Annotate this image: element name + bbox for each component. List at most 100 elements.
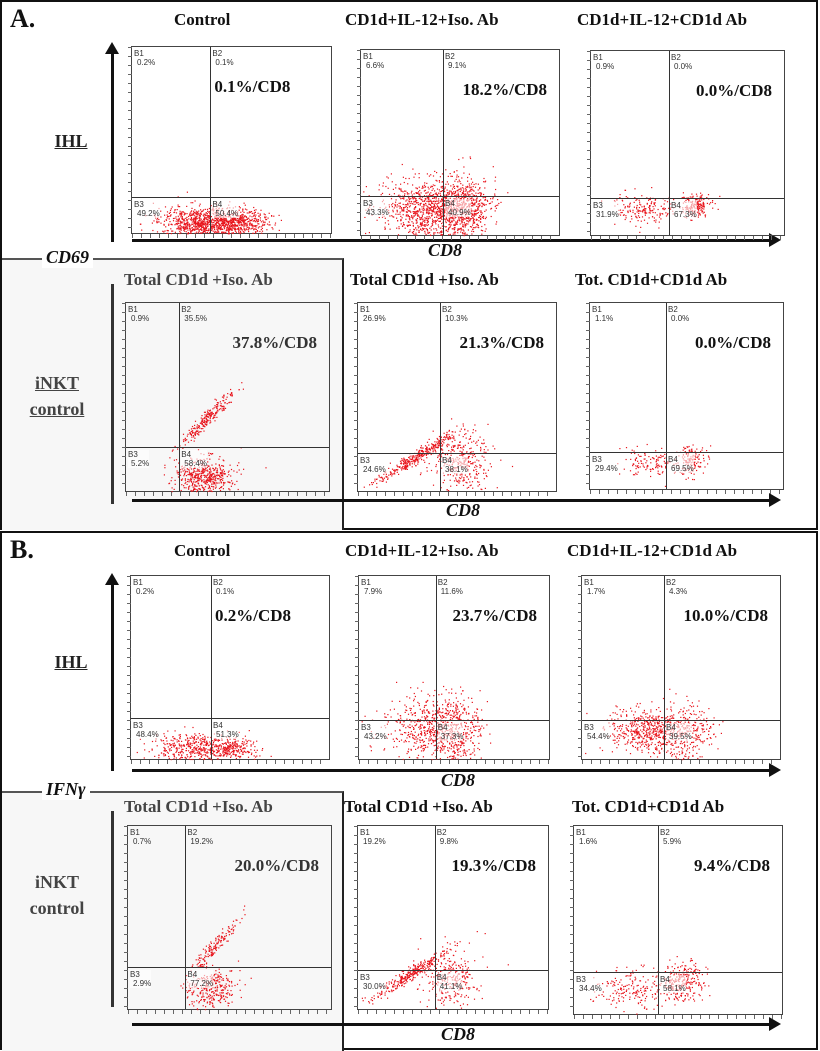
y-axis-ticks	[354, 303, 358, 491]
quadrant-name: B3	[360, 456, 370, 465]
x-axis-ticks	[359, 760, 549, 764]
quadrant-name: B4	[445, 199, 455, 208]
quadrant-gate-horizontal	[358, 970, 548, 971]
quadrant-name: B2	[213, 578, 223, 587]
quadrant-percent: 0.0%	[671, 62, 692, 71]
quadrant-gate-horizontal	[358, 453, 556, 454]
quadrant-name: B2	[181, 305, 191, 314]
quadrant-percent: 41.1%	[437, 982, 463, 991]
quadrant-name: B1	[360, 305, 370, 314]
y-axis-ticks	[357, 50, 361, 235]
quadrant-gate-vertical	[666, 303, 667, 489]
row-label-line1: iNKT	[35, 373, 79, 393]
quadrant-gate-vertical	[435, 826, 436, 1009]
x-axis-ticks	[126, 492, 329, 496]
column-title: Total CD1d +Iso. Ab	[124, 270, 273, 290]
quadrant-percent: 4.3%	[666, 587, 687, 596]
quadrant-gate-horizontal	[359, 720, 549, 721]
y-axis-ticks	[355, 576, 359, 759]
cd8-summary-percent: 0.0%/CD8	[696, 81, 772, 101]
quadrant-gate-vertical	[210, 47, 211, 233]
y-axis	[111, 577, 114, 771]
quadrant-name: B2	[187, 828, 197, 837]
y-axis-ticks	[354, 826, 358, 1009]
quadrant-percent: 40.9%	[445, 208, 471, 217]
row-label-inkt: iNKT control	[12, 869, 102, 921]
x-axis-ticks	[582, 760, 780, 764]
column-title: CD1d+IL-12+CD1d Ab	[567, 541, 737, 561]
quadrant-name: B1	[363, 52, 373, 61]
quadrant-gate-vertical	[211, 576, 212, 759]
x-axis-ticks	[128, 1010, 331, 1014]
quadrant-name: B4	[671, 201, 681, 210]
cd8-summary-percent: 20.0%/CD8	[234, 856, 319, 876]
quadrant-name: B2	[437, 828, 447, 837]
quadrant-percent: 26.9%	[360, 314, 386, 323]
column-title: Tot. CD1d+CD1d Ab	[575, 270, 727, 290]
panel-letter: B.	[10, 535, 34, 565]
row-label-ihl: IHL	[36, 649, 106, 675]
arrow-right-icon	[769, 493, 781, 507]
quadrant-gate-vertical	[669, 51, 670, 235]
column-title: Control	[174, 10, 230, 30]
quadrant-gate-vertical	[179, 303, 180, 491]
cd8-summary-percent: 18.2%/CD8	[462, 80, 547, 100]
row-label-line2: control	[30, 399, 85, 419]
quadrant-gate-vertical	[443, 50, 444, 235]
quadrant-percent: 51.3%	[213, 730, 239, 739]
cd8-summary-percent: 10.0%/CD8	[683, 606, 768, 626]
column-title: Total CD1d +Iso. Ab	[344, 797, 493, 817]
quadrant-percent: 67.3%	[671, 210, 697, 219]
quadrant-name: B3	[130, 970, 140, 979]
cd8-summary-percent: 21.3%/CD8	[459, 333, 544, 353]
quadrant-name: B2	[445, 52, 455, 61]
quadrant-name: B3	[363, 199, 373, 208]
y-axis	[111, 46, 114, 242]
y-axis-ticks	[122, 303, 126, 491]
quadrant-name: B3	[134, 200, 144, 209]
cd8-summary-percent: 9.4%/CD8	[694, 856, 770, 876]
quadrant-gate-horizontal	[574, 972, 782, 973]
quadrant-percent: 34.4%	[576, 984, 602, 993]
quadrant-percent: 6.6%	[363, 61, 384, 70]
cd8-summary-percent: 19.3%/CD8	[451, 856, 536, 876]
quadrant-name: B3	[592, 455, 602, 464]
quadrant-name: B1	[130, 828, 140, 837]
quadrant-name: B2	[660, 828, 670, 837]
quadrant-name: B1	[584, 578, 594, 587]
quadrant-name: B2	[212, 49, 222, 58]
quadrant-gate-horizontal	[582, 720, 780, 721]
quadrant-gate-vertical	[436, 576, 437, 759]
quadrant-name: B2	[666, 578, 676, 587]
quadrant-percent: 31.9%	[593, 210, 619, 219]
quadrant-gate-vertical	[658, 826, 659, 1014]
quadrant-name: B1	[134, 49, 144, 58]
quadrant-name: B1	[128, 305, 138, 314]
quadrant-name: B2	[442, 305, 452, 314]
y-axis-label: IFNγ	[42, 779, 90, 800]
quadrant-name: B1	[593, 53, 603, 62]
quadrant-percent: 24.6%	[360, 465, 386, 474]
column-title: Control	[174, 541, 230, 561]
x-axis-ticks	[361, 236, 559, 240]
quadrant-percent: 0.1%	[212, 58, 233, 67]
quadrant-name: B1	[576, 828, 586, 837]
